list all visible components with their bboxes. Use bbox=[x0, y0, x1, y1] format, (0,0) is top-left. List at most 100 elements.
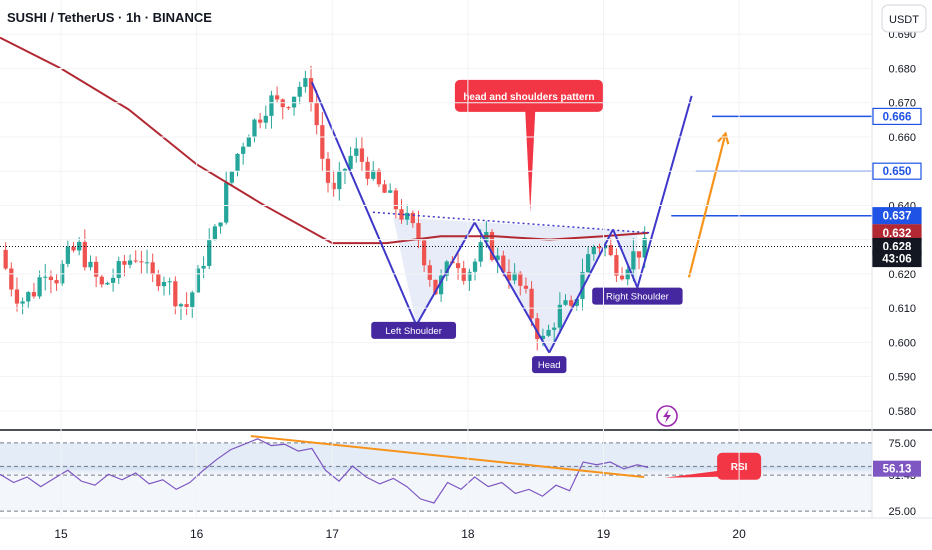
price-axis-badge bbox=[872, 249, 922, 268]
candle-body bbox=[252, 119, 257, 137]
price-tick-label: 0.660 bbox=[888, 132, 916, 144]
candle-body bbox=[359, 148, 365, 162]
candle-body bbox=[422, 240, 427, 266]
candle-body bbox=[552, 327, 557, 330]
candle-body bbox=[557, 304, 562, 328]
pattern-point-label-text: Head bbox=[538, 360, 561, 371]
pattern-point-label bbox=[592, 287, 683, 305]
rsi-band-lower bbox=[0, 475, 872, 512]
candle-body bbox=[523, 285, 529, 289]
rsi-current-badge bbox=[873, 460, 921, 477]
candle-body bbox=[455, 263, 461, 269]
rsi-current-badge-text: 56.13 bbox=[883, 464, 912, 476]
candle-body bbox=[574, 299, 579, 306]
price-axis-badge bbox=[872, 162, 922, 180]
price-axis-badge-text: 0.666 bbox=[883, 111, 912, 123]
candle-body bbox=[354, 148, 359, 156]
pattern-line bbox=[310, 81, 418, 326]
candle-body bbox=[308, 78, 314, 103]
candle-body bbox=[190, 292, 195, 307]
candle-body bbox=[382, 184, 387, 193]
candle-body bbox=[388, 190, 393, 193]
candle-body bbox=[65, 246, 70, 264]
candle-body bbox=[116, 261, 121, 278]
candle-body bbox=[444, 261, 449, 276]
candle-body bbox=[472, 261, 478, 272]
candle-body bbox=[365, 161, 370, 179]
candle-body bbox=[563, 300, 568, 305]
candle-body bbox=[535, 318, 540, 340]
rsi-line bbox=[0, 438, 649, 504]
alert-icon[interactable] bbox=[656, 405, 678, 427]
time-tick-label: 17 bbox=[326, 527, 340, 541]
candle-body bbox=[512, 272, 517, 281]
candle-body bbox=[139, 261, 144, 263]
pattern-callout-box bbox=[454, 79, 603, 112]
price-pane-background bbox=[0, 0, 872, 428]
candle-body bbox=[342, 168, 348, 171]
pattern-line bbox=[612, 229, 639, 289]
candle-body bbox=[246, 136, 251, 147]
candle-body bbox=[3, 249, 8, 269]
candle-body bbox=[636, 251, 642, 258]
candle-body bbox=[43, 276, 48, 278]
candle-body bbox=[82, 241, 87, 268]
candle-body bbox=[529, 288, 534, 319]
candle-body bbox=[631, 251, 636, 270]
pattern-line bbox=[548, 228, 614, 354]
candle-body bbox=[201, 265, 206, 269]
rsi-trend-line bbox=[250, 435, 645, 479]
candle-body bbox=[99, 276, 104, 285]
pattern-point-label bbox=[532, 356, 567, 374]
candle-body bbox=[14, 289, 20, 304]
candle-body bbox=[229, 171, 234, 183]
price-tick-label: 0.670 bbox=[888, 98, 916, 110]
candle-body bbox=[438, 275, 444, 295]
candle-body bbox=[71, 246, 76, 251]
candle-body bbox=[269, 95, 274, 116]
candle-body bbox=[331, 182, 336, 190]
candle-body bbox=[37, 277, 42, 297]
price-axis[interactable]: 0.5800.5900.6000.6100.6200.6300.6400.650… bbox=[0, 29, 922, 418]
neckline bbox=[372, 211, 652, 234]
candle-body bbox=[314, 102, 319, 126]
candle-body bbox=[540, 335, 546, 340]
candle-body bbox=[546, 329, 551, 336]
candle-body bbox=[20, 301, 25, 304]
candle-body bbox=[235, 153, 240, 172]
candle-body bbox=[167, 281, 172, 283]
time-axis[interactable]: 15 16 17 18 19 20 bbox=[54, 0, 746, 541]
candle-body bbox=[461, 268, 466, 281]
candle-body bbox=[105, 282, 110, 285]
candle-body bbox=[207, 240, 212, 266]
candle-body bbox=[274, 95, 280, 100]
candle-body bbox=[218, 222, 223, 227]
candle-body bbox=[173, 281, 178, 307]
currency-button[interactable]: USDT bbox=[881, 4, 927, 33]
candle-body bbox=[619, 275, 625, 280]
candle-body bbox=[178, 304, 184, 307]
price-axis-badge-text: 43:06 bbox=[882, 254, 911, 266]
candle-body bbox=[133, 260, 138, 262]
candle-body bbox=[26, 292, 31, 302]
candle-body bbox=[410, 212, 415, 224]
rsi-band-upper bbox=[0, 466, 872, 476]
candle-body bbox=[110, 277, 116, 283]
candle-body bbox=[489, 232, 495, 260]
candle-body bbox=[241, 146, 246, 154]
candle-body bbox=[280, 99, 285, 108]
rsi-tick-label: 75.00 bbox=[888, 438, 916, 450]
candle-body bbox=[303, 78, 308, 87]
candle-body bbox=[122, 261, 127, 265]
candle-body bbox=[518, 272, 523, 286]
candle-body bbox=[608, 245, 613, 256]
annotation-layer: head and shoulders pattern Left Shoulder H… bbox=[371, 79, 683, 374]
price-axis-badge bbox=[872, 207, 922, 225]
candle-body bbox=[291, 96, 297, 108]
candle-body bbox=[48, 276, 54, 281]
pattern-point-label bbox=[371, 321, 457, 339]
candle-body bbox=[156, 274, 161, 287]
candle-body bbox=[31, 292, 37, 297]
